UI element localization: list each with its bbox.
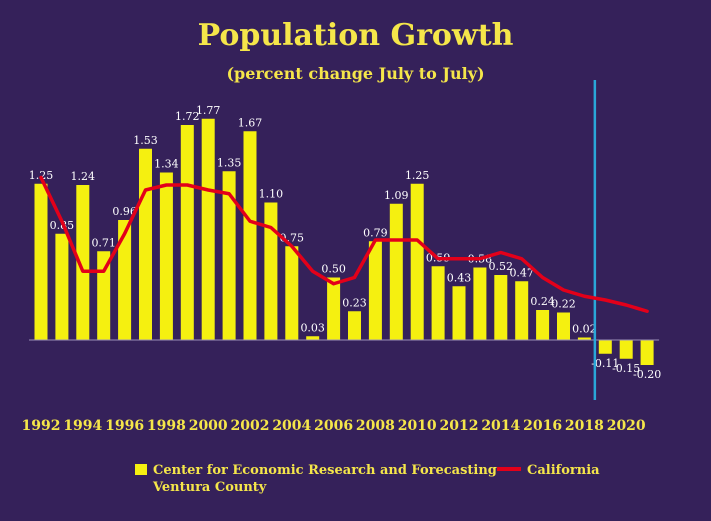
x-tick-label-1994: 1994 xyxy=(63,418,102,434)
bar-2020 xyxy=(619,340,633,359)
bar-2015 xyxy=(515,281,529,340)
bar-label-2012: 0.43 xyxy=(447,271,472,284)
bar-2007 xyxy=(348,311,361,340)
bar-label-2001: 1.35 xyxy=(217,156,242,169)
bar-label-1998: 1.34 xyxy=(154,158,179,171)
bar-2012 xyxy=(452,286,466,340)
bar-2011 xyxy=(431,266,445,340)
bar-2019 xyxy=(598,340,612,354)
california-line xyxy=(39,175,649,313)
bar-label-1994: 1.24 xyxy=(71,170,96,183)
bar-1992 xyxy=(34,183,48,340)
x-tick-label-2012: 2012 xyxy=(440,418,479,434)
bar-2016 xyxy=(536,310,550,340)
legend-line-label: California xyxy=(527,463,600,478)
x-tick-label-2000: 2000 xyxy=(189,418,228,434)
bar-label-2016: 0.24 xyxy=(530,295,555,308)
bar-2006 xyxy=(327,277,341,340)
bar-1998 xyxy=(159,172,173,340)
bar-label-2021: -0.20 xyxy=(633,368,661,381)
bar-label-2015: 0.47 xyxy=(509,266,534,279)
legend-bar-label: Center for Economic Research and Forecas… xyxy=(153,463,497,478)
bar-label-2019: -0.11 xyxy=(591,357,619,370)
x-tick-label-2018: 2018 xyxy=(565,418,604,434)
bar-2009 xyxy=(389,203,403,340)
bar-2014 xyxy=(494,275,508,340)
bar-1994 xyxy=(76,185,90,340)
bar-label-1992: 1.25 xyxy=(29,169,54,182)
bar-2001 xyxy=(222,171,236,340)
x-tick-label-1996: 1996 xyxy=(105,418,144,434)
bar-label-2014: 0.52 xyxy=(489,260,514,273)
bar-2018 xyxy=(577,337,591,340)
chart-title: Population Growth xyxy=(197,18,514,53)
bar-label-2020: -0.15 xyxy=(612,362,640,375)
legend-bar-label-line2: Ventura County xyxy=(153,480,267,495)
bar-label-2002: 1.67 xyxy=(238,116,263,129)
x-tick-label-2002: 2002 xyxy=(231,418,270,434)
x-tick-label-2020: 2020 xyxy=(607,418,646,434)
x-tick-label-2006: 2006 xyxy=(314,418,353,434)
bar-label-1995: 0.71 xyxy=(91,236,116,249)
bar-1999 xyxy=(180,125,194,340)
bar-1997 xyxy=(139,148,152,340)
bar-1993 xyxy=(55,233,69,340)
bar-label-2018: 0.02 xyxy=(572,323,597,336)
x-tick-label-2008: 2008 xyxy=(356,418,395,434)
bar-2003 xyxy=(264,202,278,340)
bar-label-2017: 0.22 xyxy=(551,298,576,311)
bar-1996 xyxy=(118,220,132,340)
bar-label-2009: 1.09 xyxy=(384,189,409,202)
bar-2005 xyxy=(306,336,320,340)
legend-item-ventura: Center for Economic Research and Forecas… xyxy=(135,462,497,496)
bar-label-2006: 0.50 xyxy=(321,263,346,276)
bar-label-2003: 1.10 xyxy=(259,188,284,201)
x-tick-label-2004: 2004 xyxy=(272,418,311,434)
bar-2002 xyxy=(243,131,257,340)
bar-label-1997: 1.53 xyxy=(133,134,158,147)
x-tick-label-2016: 2016 xyxy=(523,418,562,434)
chart-subtitle: (percent change July to July) xyxy=(226,64,485,83)
x-tick-label-1998: 1998 xyxy=(147,418,186,434)
legend-item-california: California xyxy=(497,462,600,479)
x-tick-label-2010: 2010 xyxy=(398,418,437,434)
bar-label-1996: 0.96 xyxy=(112,205,137,218)
bar-label-2008: 0.79 xyxy=(363,226,388,239)
bar-2008 xyxy=(368,241,382,340)
bar-label-2000: 1.77 xyxy=(196,104,221,117)
bar-2013 xyxy=(473,267,487,340)
bar-label-2005: 0.03 xyxy=(300,321,325,334)
x-tick-label-1992: 1992 xyxy=(22,418,61,434)
bar-2004 xyxy=(285,246,299,340)
bar-2010 xyxy=(410,183,424,340)
bar-2021 xyxy=(640,340,654,365)
bar-1995 xyxy=(97,251,111,340)
bar-label-2010: 1.25 xyxy=(405,169,430,182)
legend-line-swatch xyxy=(497,467,521,471)
bar-label-1999: 1.72 xyxy=(175,110,200,123)
x-tick-label-2014: 2014 xyxy=(481,418,520,434)
bar-2000 xyxy=(201,118,215,340)
bar-2017 xyxy=(557,312,570,340)
bar-label-2007: 0.23 xyxy=(342,296,367,309)
legend-bar-swatch xyxy=(135,464,147,475)
